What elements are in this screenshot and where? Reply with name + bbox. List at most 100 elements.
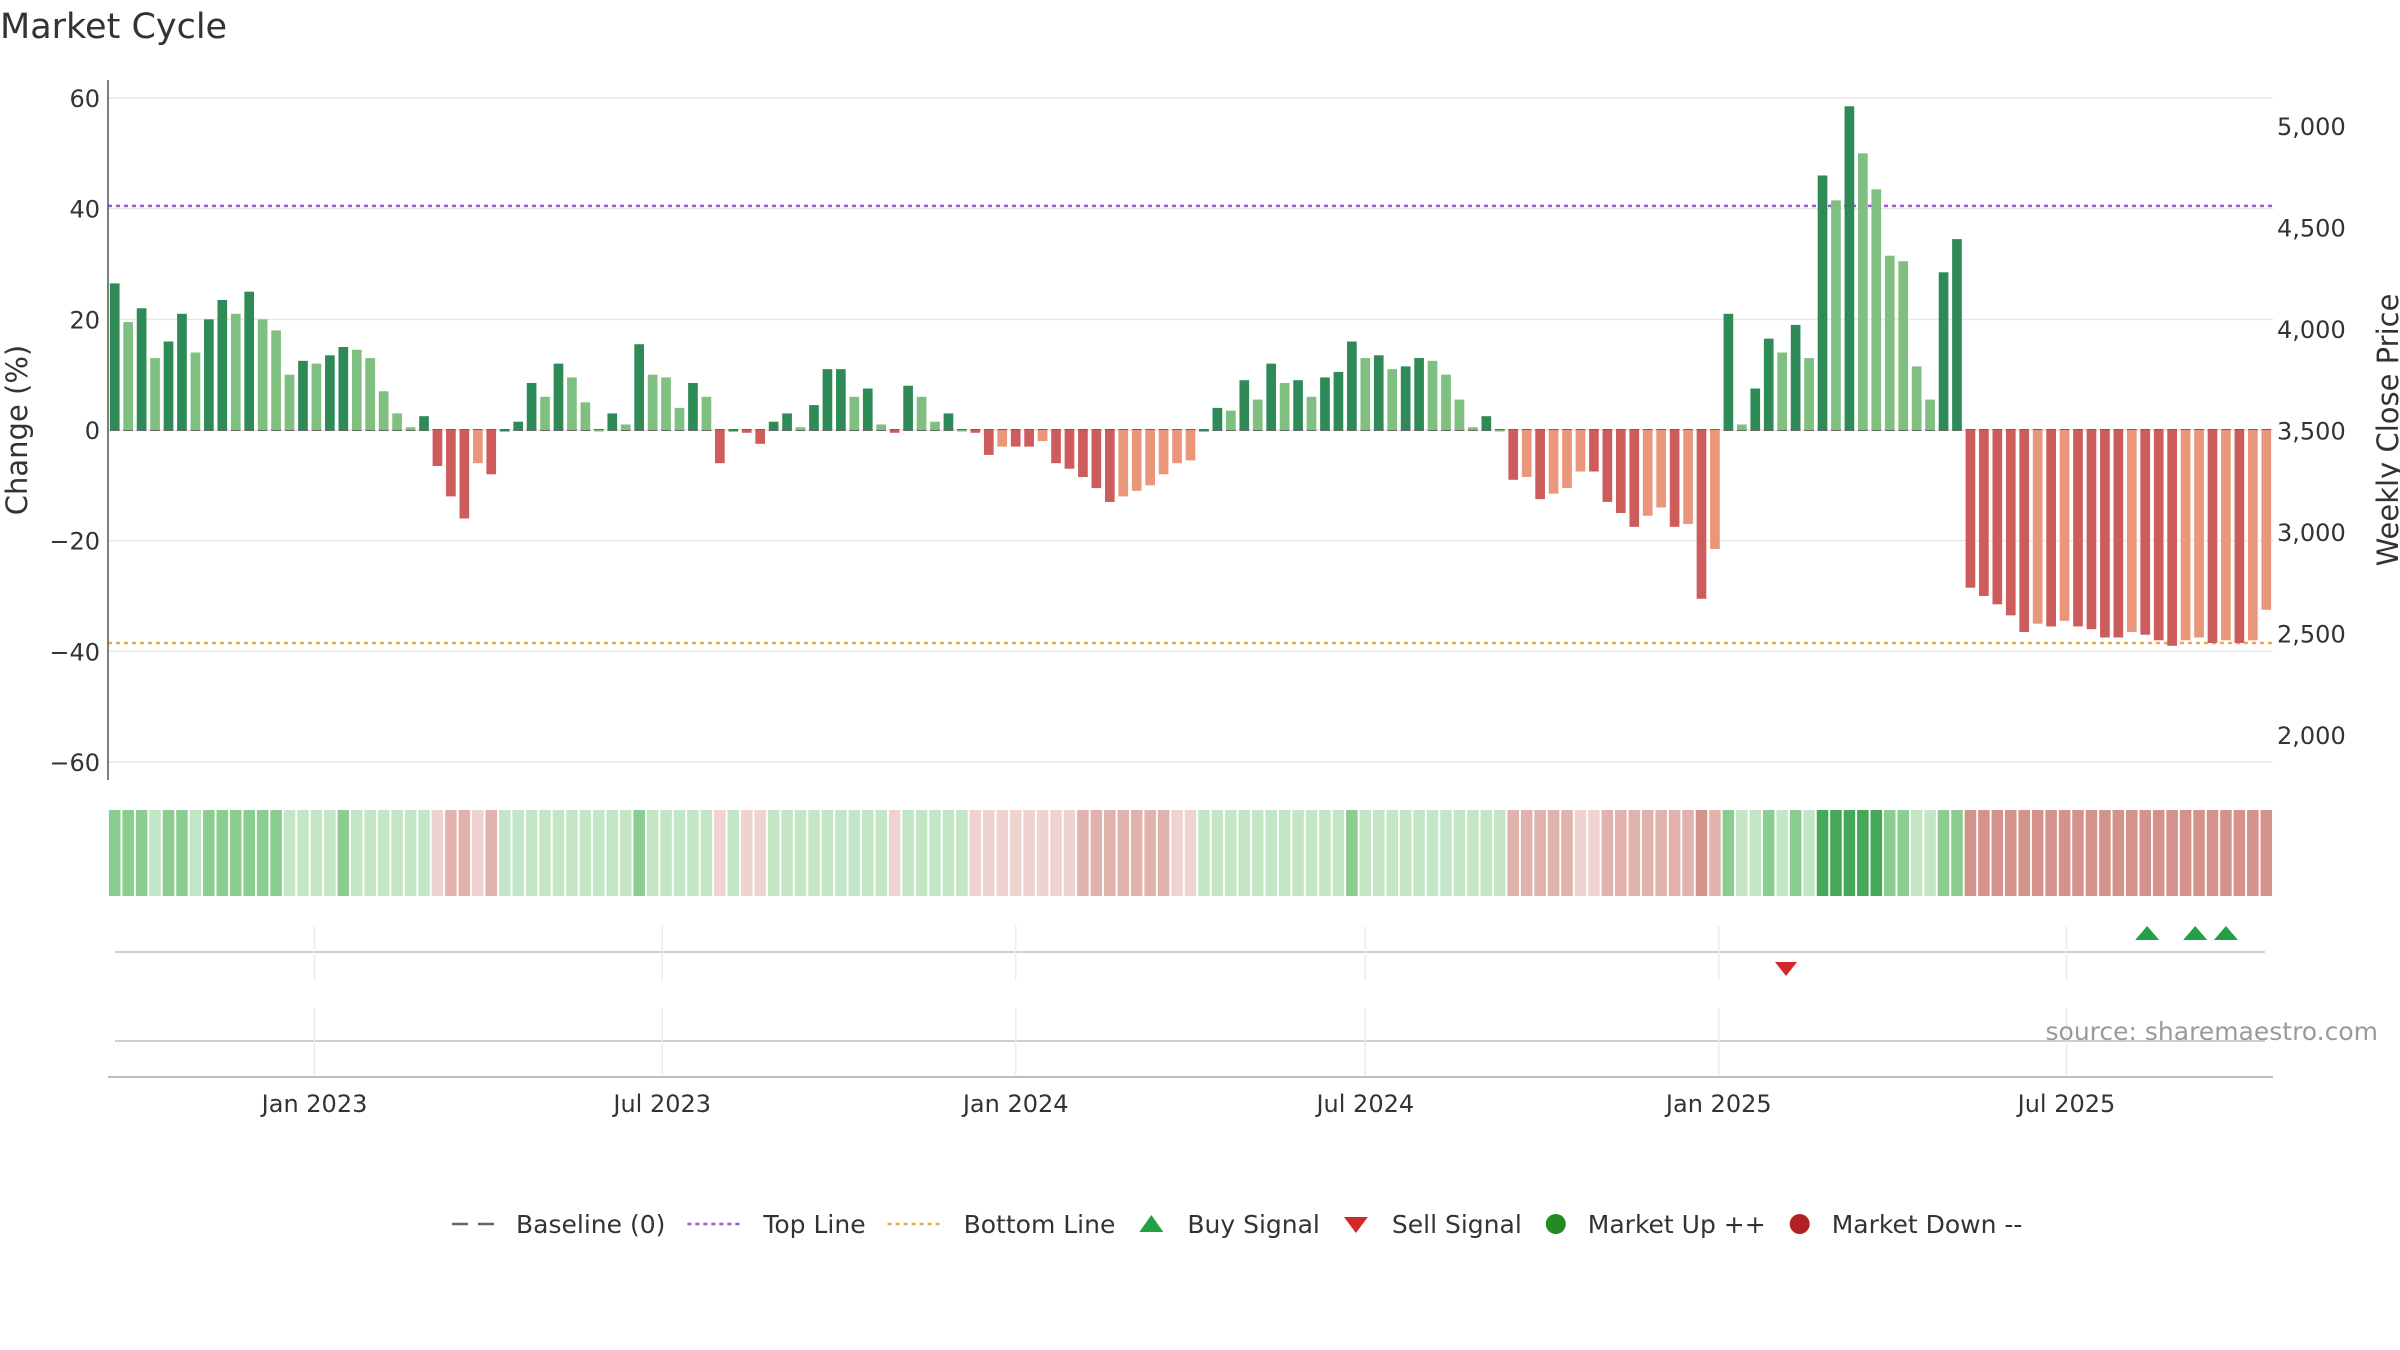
ribbon-cell	[350, 810, 363, 896]
bar	[1804, 358, 1814, 430]
x-tick-label: Jul 2024	[1314, 1090, 1414, 1118]
bar	[2005, 430, 2016, 616]
bar	[513, 421, 523, 430]
ribbon-cell	[1171, 810, 1183, 896]
legend-item-buy: Buy Signal	[1139, 1210, 1320, 1239]
bar	[567, 377, 577, 430]
ribbon-cell	[633, 810, 645, 896]
ribbon-cell	[1372, 810, 1385, 896]
bar	[1642, 430, 1653, 516]
bar	[1131, 430, 1142, 491]
ribbon-cell	[1305, 810, 1318, 896]
ribbon-cell	[915, 810, 928, 896]
ribbon-cell	[942, 810, 955, 896]
ribbon-cell	[1951, 810, 1963, 896]
ribbon-cell	[1547, 810, 1560, 896]
ribbon-cell	[1978, 810, 1990, 896]
ribbon-cell	[1601, 810, 1614, 896]
bar	[553, 363, 564, 430]
bar	[634, 344, 644, 430]
bar	[1293, 380, 1303, 430]
source-label: source: sharemaestro.com	[2046, 1017, 2379, 1046]
bar	[1575, 430, 1586, 472]
y-tick-label: −20	[49, 528, 100, 556]
ribbon-cell	[1561, 810, 1573, 896]
bar	[244, 291, 255, 430]
bar	[2180, 430, 2191, 641]
bar	[257, 319, 268, 430]
ribbon-cell	[176, 810, 188, 896]
ribbon-cell	[391, 810, 403, 896]
bar	[1844, 106, 1855, 431]
bar	[1979, 430, 1989, 596]
bar	[593, 430, 604, 432]
y-tick-label: −40	[49, 638, 100, 666]
bar	[1387, 369, 1398, 430]
ribbon-cell	[902, 810, 914, 896]
ribbon-cell	[1023, 810, 1035, 896]
ribbon-cell	[1641, 810, 1654, 896]
bar	[1212, 407, 1223, 430]
bar	[795, 427, 806, 430]
ribbon-cell	[1144, 810, 1156, 896]
bar	[1884, 255, 1895, 430]
ribbon-cell	[2085, 810, 2098, 896]
ribbon-cell	[1117, 810, 1130, 896]
ribbon-cell	[1036, 810, 1049, 896]
bar	[150, 358, 160, 430]
ribbon-cell	[848, 810, 861, 896]
ribbon-cell	[1225, 810, 1237, 896]
x-tick-label: Jan 2023	[260, 1090, 368, 1118]
ribbon-cell	[1507, 810, 1520, 896]
ribbon-cell	[1776, 810, 1788, 896]
bar	[392, 413, 402, 430]
bar	[1750, 388, 1761, 430]
bar	[2100, 430, 2110, 638]
ribbon-cell	[2099, 810, 2111, 896]
y2-tick-label: 5,000	[2277, 113, 2346, 141]
ribbon-cell	[1964, 810, 1977, 896]
ribbon-cell	[1857, 810, 1869, 896]
y2-tick-label: 2,000	[2277, 722, 2346, 750]
ribbon-cell	[2072, 810, 2084, 896]
bar	[1548, 430, 1559, 494]
bar	[2073, 430, 2083, 627]
ribbon-cell	[1413, 810, 1425, 896]
bar	[298, 360, 308, 430]
ribbon-cell	[108, 810, 121, 896]
ribbon-cell	[2112, 810, 2125, 896]
bar	[876, 424, 887, 430]
bar	[1871, 189, 1882, 430]
bar	[688, 382, 698, 430]
bar	[499, 430, 510, 432]
ribbon-cell	[2260, 810, 2273, 896]
bar	[271, 330, 281, 430]
legend-item-baseline: Baseline (0)	[452, 1210, 665, 1239]
ribbon-cell	[1870, 810, 1883, 896]
ribbon-cell	[1319, 810, 1331, 896]
bar	[782, 413, 792, 430]
bar	[943, 413, 954, 430]
ribbon-cell	[498, 810, 511, 896]
ribbon-cell	[740, 810, 753, 896]
ribbon-cell	[1924, 810, 1936, 896]
bar	[997, 430, 1008, 447]
legend-item-sell: Sell Signal	[1343, 1210, 1522, 1239]
legend-buy-icon	[1139, 1215, 1164, 1232]
bar	[540, 396, 550, 430]
legend-item-up: Market Up ++	[1545, 1210, 1766, 1239]
x-tick-label: Jul 2023	[611, 1090, 711, 1118]
ribbon-cell	[1009, 810, 1022, 896]
ribbon-cell	[404, 810, 417, 896]
bar	[862, 388, 873, 430]
ribbon-cell	[1494, 810, 1506, 896]
ribbon-cell	[2166, 810, 2178, 896]
bar	[459, 430, 470, 519]
ribbon-cell	[1816, 810, 1829, 896]
ribbon-cell	[1050, 810, 1062, 896]
bar	[916, 396, 927, 430]
bar	[674, 407, 685, 430]
bar	[472, 430, 483, 464]
bar	[1427, 360, 1438, 430]
